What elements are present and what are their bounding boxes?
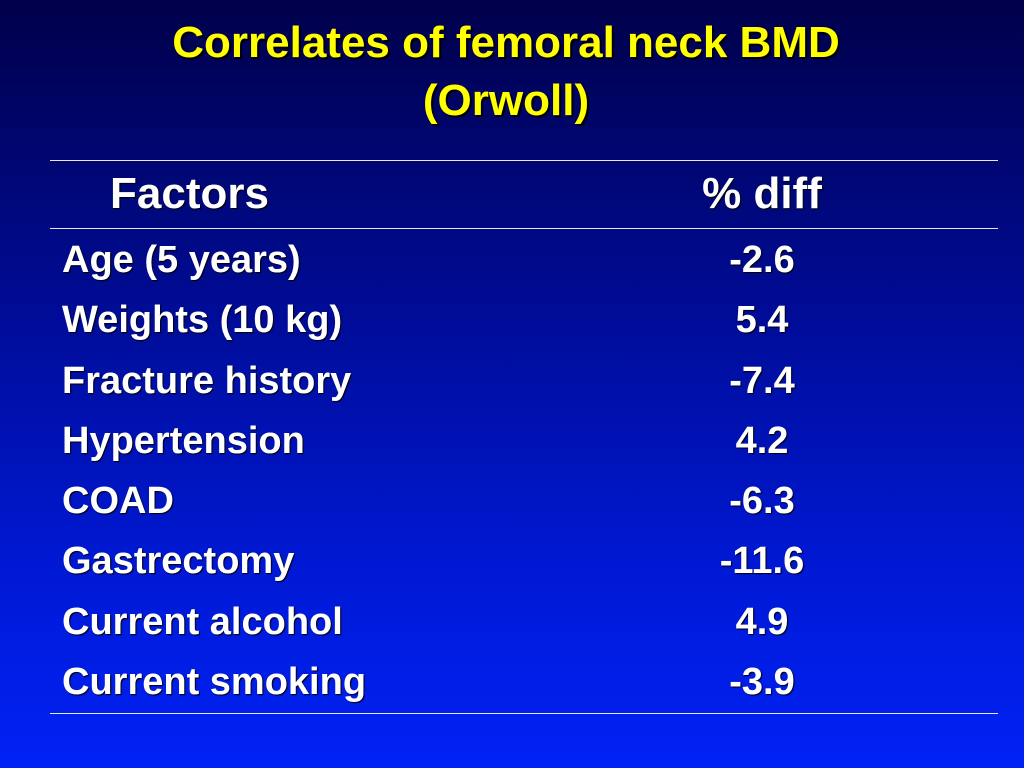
slide-title: Correlates of femoral neck BMD (Orwoll) <box>0 14 1012 130</box>
factor-cell: Gastrectomy <box>62 540 295 583</box>
table-row: Weights (10 kg) 5.4 <box>0 290 1024 350</box>
table-top-rule <box>50 160 998 161</box>
table-row: Current alcohol 4.9 <box>0 592 1024 652</box>
percent-diff-cell: 5.4 <box>735 299 789 342</box>
table-header-rule <box>50 228 998 229</box>
percent-diff-cell: -11.6 <box>719 540 805 583</box>
percent-diff-cell: -7.4 <box>729 359 795 402</box>
percent-diff-cell: 4.9 <box>735 600 789 643</box>
percent-diff-cell: -2.6 <box>729 239 795 281</box>
table-body: Age (5 years) -2.6 Weights (10 kg) 5.4 F… <box>0 230 1024 712</box>
factor-cell: Current smoking <box>62 661 367 704</box>
percent-diff-cell: -3.9 <box>729 661 795 704</box>
factor-cell: Age (5 years) <box>62 239 301 281</box>
factor-cell: Fracture history <box>62 359 352 402</box>
table-row: Hypertension 4.2 <box>0 411 1024 471</box>
slide-title-line2: (Orwoll) <box>422 76 590 125</box>
factor-cell: Hypertension <box>62 419 305 462</box>
table-row: Age (5 years) -2.6 <box>0 230 1024 290</box>
percent-diff-cell: -6.3 <box>729 480 795 523</box>
table-row: COAD -6.3 <box>0 471 1024 531</box>
table-bottom-rule <box>50 713 998 714</box>
column-header-factors: Factors <box>110 169 269 218</box>
column-header-percent-diff: % diff <box>702 169 822 218</box>
percent-diff-cell: 4.2 <box>735 419 789 462</box>
table-row: Fracture history -7.4 <box>0 351 1024 411</box>
table-row: Gastrectomy -11.6 <box>0 531 1024 591</box>
factor-cell: Weights (10 kg) <box>62 299 343 342</box>
factor-cell: Current alcohol <box>62 600 343 643</box>
table-row: Current smoking -3.9 <box>0 652 1024 712</box>
factor-cell: COAD <box>62 480 174 523</box>
slide-title-line1: Correlates of femoral neck BMD <box>172 18 840 67</box>
